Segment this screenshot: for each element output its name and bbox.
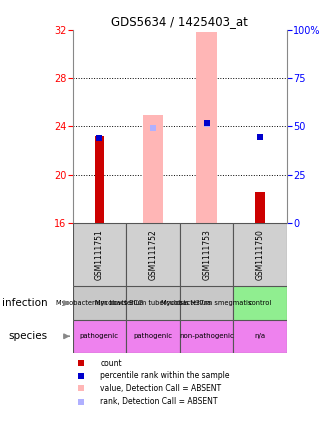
Title: GDS5634 / 1425403_at: GDS5634 / 1425403_at xyxy=(112,16,248,28)
Text: GSM1111753: GSM1111753 xyxy=(202,229,211,280)
Text: count: count xyxy=(100,359,122,368)
Text: GSM1111750: GSM1111750 xyxy=(256,229,265,280)
Bar xyxy=(126,320,180,353)
Bar xyxy=(73,320,126,353)
Text: value, Detection Call = ABSENT: value, Detection Call = ABSENT xyxy=(100,384,222,393)
Bar xyxy=(180,320,234,353)
Bar xyxy=(180,286,234,320)
Text: control: control xyxy=(249,300,272,306)
Text: percentile rank within the sample: percentile rank within the sample xyxy=(100,371,230,380)
Text: GSM1111752: GSM1111752 xyxy=(148,229,157,280)
Text: n/a: n/a xyxy=(255,333,266,339)
Text: non-pathogenic: non-pathogenic xyxy=(179,333,234,339)
Text: pathogenic: pathogenic xyxy=(80,333,119,339)
Bar xyxy=(73,223,126,286)
Bar xyxy=(234,223,287,286)
Text: species: species xyxy=(9,331,48,341)
Bar xyxy=(126,223,180,286)
Bar xyxy=(234,286,287,320)
Text: GSM1111751: GSM1111751 xyxy=(95,229,104,280)
Bar xyxy=(196,32,217,223)
Text: Mycobacterium bovis BCG: Mycobacterium bovis BCG xyxy=(56,300,143,306)
Text: Mycobacterium tuberculosis H37ra: Mycobacterium tuberculosis H37ra xyxy=(95,300,211,306)
Bar xyxy=(180,223,234,286)
Text: rank, Detection Call = ABSENT: rank, Detection Call = ABSENT xyxy=(100,397,218,406)
Bar xyxy=(255,192,265,223)
Bar xyxy=(126,286,180,320)
Bar xyxy=(73,286,126,320)
Text: Mycobacterium smegmatis: Mycobacterium smegmatis xyxy=(161,300,252,306)
Bar xyxy=(143,115,163,223)
Bar xyxy=(95,136,104,223)
Bar xyxy=(234,320,287,353)
Text: infection: infection xyxy=(2,298,48,308)
Text: pathogenic: pathogenic xyxy=(133,333,173,339)
